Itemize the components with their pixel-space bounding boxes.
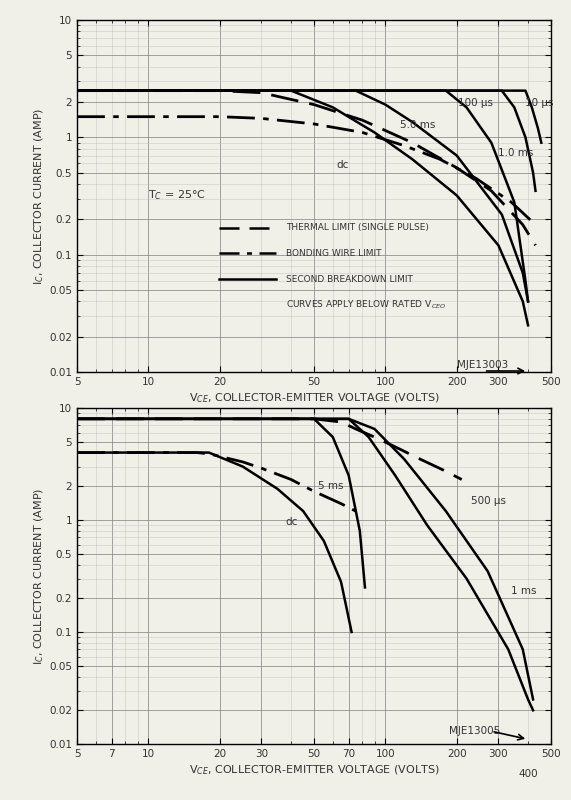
Text: MJE13003: MJE13003 bbox=[457, 360, 508, 370]
Text: dc: dc bbox=[286, 517, 298, 527]
X-axis label: V$_{CE}$, COLLECTOR-EMITTER VOLTAGE (VOLTS): V$_{CE}$, COLLECTOR-EMITTER VOLTAGE (VOL… bbox=[189, 763, 439, 777]
Y-axis label: I$_C$, COLLECTOR CURRENT (AMP): I$_C$, COLLECTOR CURRENT (AMP) bbox=[33, 107, 46, 285]
Text: 400: 400 bbox=[518, 769, 538, 779]
Text: CURVES APPLY BELOW RATED V$_{CEO}$: CURVES APPLY BELOW RATED V$_{CEO}$ bbox=[286, 298, 446, 311]
Y-axis label: I$_C$, COLLECTOR CURRENT (AMP): I$_C$, COLLECTOR CURRENT (AMP) bbox=[33, 487, 46, 665]
Text: 500 μs: 500 μs bbox=[471, 496, 506, 506]
Text: SECOND BREAKDOWN LIMIT: SECOND BREAKDOWN LIMIT bbox=[286, 274, 412, 283]
Text: 5.0 ms: 5.0 ms bbox=[400, 120, 435, 130]
Text: T$_{C}$ = 25°C: T$_{C}$ = 25°C bbox=[148, 189, 206, 202]
Text: THERMAL LIMIT (SINGLE PULSE): THERMAL LIMIT (SINGLE PULSE) bbox=[286, 223, 428, 232]
Text: 5 ms: 5 ms bbox=[318, 481, 344, 490]
Text: MJE13005: MJE13005 bbox=[449, 726, 500, 736]
Text: 1 ms: 1 ms bbox=[511, 586, 537, 596]
Text: 10 μs: 10 μs bbox=[525, 98, 554, 108]
Text: dc: dc bbox=[336, 160, 348, 170]
Text: 1.0 ms: 1.0 ms bbox=[498, 147, 534, 158]
X-axis label: V$_{CE}$, COLLECTOR-EMITTER VOLTAGE (VOLTS): V$_{CE}$, COLLECTOR-EMITTER VOLTAGE (VOL… bbox=[189, 391, 439, 405]
Text: BONDING WIRE LIMIT: BONDING WIRE LIMIT bbox=[286, 249, 381, 258]
Text: 100 μs: 100 μs bbox=[458, 98, 493, 108]
